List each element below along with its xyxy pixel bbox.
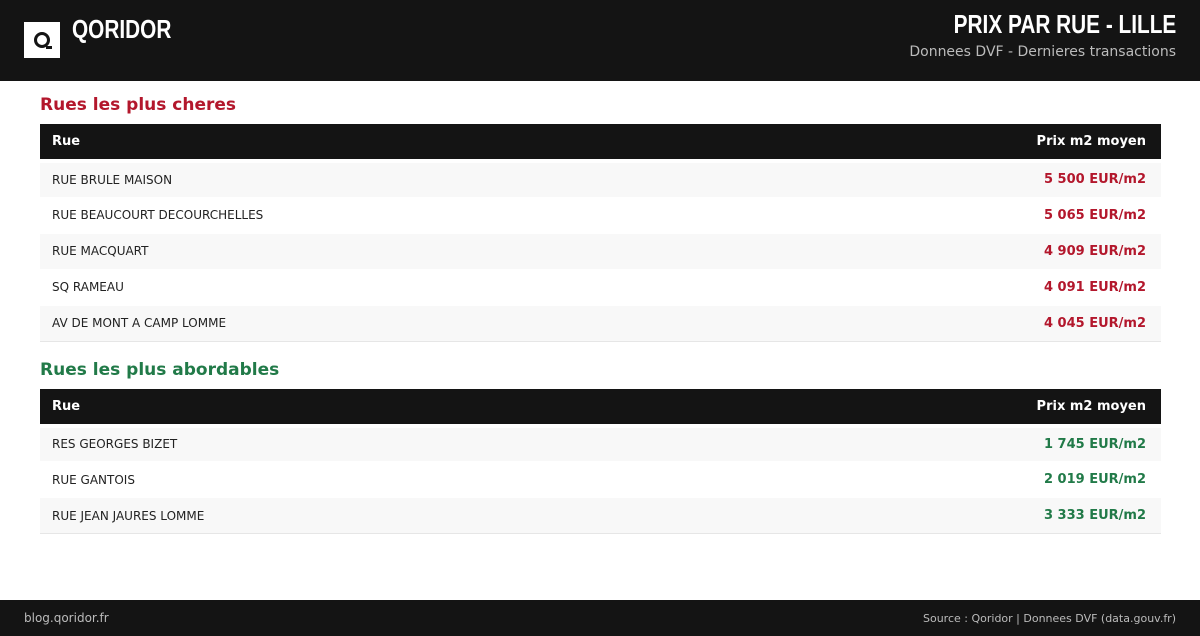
affordable-table: Rue Prix m2 moyen RES GEORGES BIZET 1 745… <box>40 388 1161 534</box>
street-name: RES GEORGES BIZET <box>40 423 672 462</box>
table-row: RUE GANTOIS 2 019 EUR/m2 <box>40 461 1161 498</box>
expensive-heading: Rues les plus cheres <box>40 95 237 115</box>
table-row: SQ RAMEAU 4 091 EUR/m2 <box>40 269 1161 306</box>
table-row: AV DE MONT A CAMP LOMME 4 045 EUR/m2 <box>40 305 1161 342</box>
price-per-m2: 1 745 EUR/m2 <box>671 423 1161 462</box>
footer-source: Source : Qoridor | Donnees DVF (data.gou… <box>923 612 1176 625</box>
footer-site-link[interactable]: blog.qoridor.fr <box>24 611 109 625</box>
expensive-table: Rue Prix m2 moyen RUE BRULE MAISON 5 500 … <box>40 124 1161 342</box>
price-per-m2: 4 909 EUR/m2 <box>749 233 1161 270</box>
street-name: RUE MACQUART <box>40 233 750 270</box>
price-per-m2: 4 091 EUR/m2 <box>749 269 1161 306</box>
price-per-m2: 5 065 EUR/m2 <box>749 197 1161 234</box>
table-row: RUE MACQUART 4 909 EUR/m2 <box>40 233 1161 270</box>
column-header-price: Prix m2 moyen <box>749 124 1161 161</box>
street-name: RUE BRULE MAISON <box>40 159 750 198</box>
street-name: RUE JEAN JAURES LOMME <box>40 497 672 534</box>
footer: blog.qoridor.fr Source : Qoridor | Donne… <box>0 600 1200 636</box>
page-subtitle: Donnees DVF - Dernieres transactions <box>909 44 1176 60</box>
price-per-m2: 3 333 EUR/m2 <box>671 497 1161 534</box>
table-row: RES GEORGES BIZET 1 745 EUR/m2 <box>40 423 1161 462</box>
column-header-price: Prix m2 moyen <box>671 388 1161 426</box>
street-name: SQ RAMEAU <box>40 269 750 306</box>
street-name: AV DE MONT A CAMP LOMME <box>40 305 750 342</box>
header: QORIDOR PRIX PAR RUE - LILLE Donnees DVF… <box>0 0 1200 81</box>
table-row: RUE BEAUCOURT DECOURCHELLES 5 065 EUR/m2 <box>40 197 1161 234</box>
affordable-heading: Rues les plus abordables <box>40 359 280 380</box>
column-header-street: Rue <box>40 124 750 161</box>
price-per-m2: 5 500 EUR/m2 <box>749 159 1161 198</box>
page-title: PRIX PAR RUE - LILLE <box>953 9 1176 39</box>
street-name: RUE GANTOIS <box>40 461 672 498</box>
brand-name: QORIDOR <box>72 14 172 44</box>
column-header-street: Rue <box>40 388 672 426</box>
table-row: RUE JEAN JAURES LOMME 3 333 EUR/m2 <box>40 497 1161 534</box>
street-name: RUE BEAUCOURT DECOURCHELLES <box>40 197 750 234</box>
logo-icon <box>24 22 60 58</box>
price-per-m2: 2 019 EUR/m2 <box>671 461 1161 498</box>
table-row: RUE BRULE MAISON 5 500 EUR/m2 <box>40 159 1161 198</box>
price-per-m2: 4 045 EUR/m2 <box>749 305 1161 342</box>
